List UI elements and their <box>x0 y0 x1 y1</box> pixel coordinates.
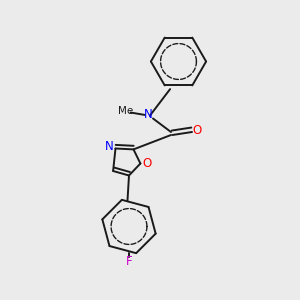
Text: O: O <box>193 124 202 137</box>
Text: O: O <box>142 157 152 170</box>
Text: F: F <box>126 255 132 268</box>
Text: N: N <box>104 140 113 154</box>
Text: Me: Me <box>118 106 134 116</box>
Text: N: N <box>144 107 153 121</box>
